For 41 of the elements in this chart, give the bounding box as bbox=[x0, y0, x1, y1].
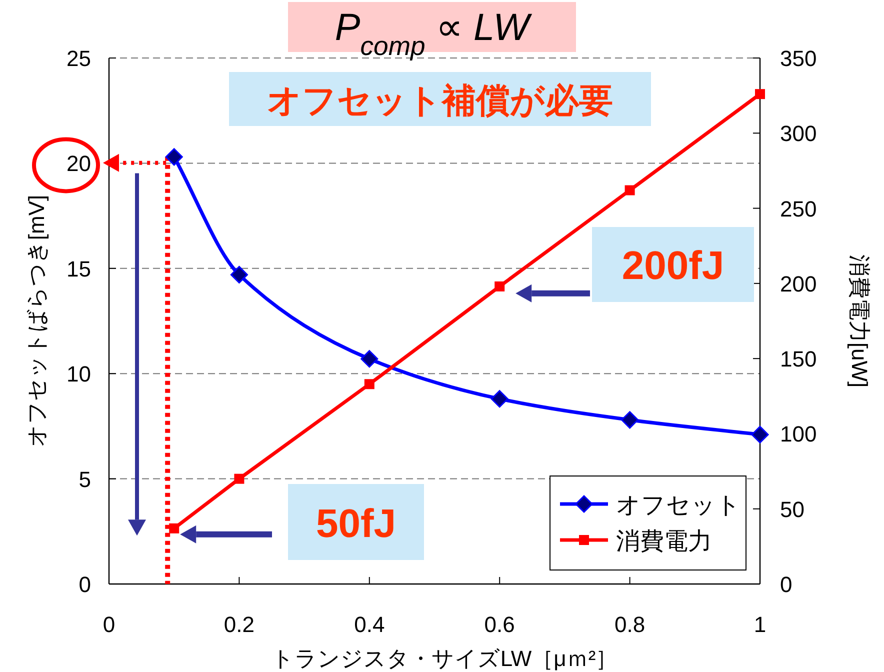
x-tick-label: 0.6 bbox=[484, 612, 515, 637]
y2-tick-label: 100 bbox=[780, 422, 817, 447]
point bbox=[751, 426, 769, 444]
annotation: 50fJ bbox=[316, 502, 396, 546]
x-tick-label: 0.4 bbox=[354, 612, 385, 637]
point bbox=[490, 390, 508, 408]
point bbox=[165, 148, 183, 166]
x-tick-label: 1 bbox=[754, 612, 766, 637]
point bbox=[755, 89, 765, 100]
point bbox=[169, 523, 180, 534]
point bbox=[230, 266, 248, 284]
y-tick-label: 25 bbox=[66, 46, 91, 71]
legend-label: 消費電力 bbox=[616, 528, 712, 555]
y-axis-title: オフセットばらつき[mV] bbox=[24, 194, 49, 448]
point bbox=[234, 474, 244, 484]
point bbox=[494, 281, 505, 292]
x-tick-label: 0.2 bbox=[224, 612, 254, 637]
y2-axis-title: 消費電力[uW] bbox=[847, 254, 872, 388]
y2-tick-label: 0 bbox=[780, 572, 792, 597]
x-axis-title: トランジスタ・サイズLW［μｍ²］ bbox=[271, 646, 618, 671]
x-tick-label: 0 bbox=[102, 612, 116, 637]
annotation: オフセット補償が必要 bbox=[267, 82, 613, 120]
point bbox=[364, 379, 374, 390]
x-tick-label: 0.8 bbox=[614, 612, 646, 637]
chart-title: P$_{comp}$ ∝ LW bbox=[334, 7, 532, 61]
point bbox=[360, 350, 378, 368]
y2-tick-label: 350 bbox=[780, 46, 817, 71]
y2-tick-label: 150 bbox=[780, 346, 817, 372]
y2-tick-label: 200 bbox=[780, 271, 817, 296]
y2-tick-label: 50 bbox=[780, 496, 804, 522]
y2-tick-label: 250 bbox=[780, 196, 817, 222]
y-tick-label: 0 bbox=[78, 572, 91, 597]
point bbox=[621, 411, 639, 429]
y-tick-label: 5 bbox=[78, 466, 91, 492]
point bbox=[624, 185, 635, 196]
legend-label: オフセット bbox=[616, 492, 741, 519]
y-tick-label: 15 bbox=[66, 256, 91, 282]
y-tick-label: 20 bbox=[66, 151, 91, 176]
y-tick-label: 10 bbox=[66, 362, 91, 387]
annotation: 200fJ bbox=[622, 244, 724, 288]
y2-tick-label: 300 bbox=[780, 121, 817, 146]
